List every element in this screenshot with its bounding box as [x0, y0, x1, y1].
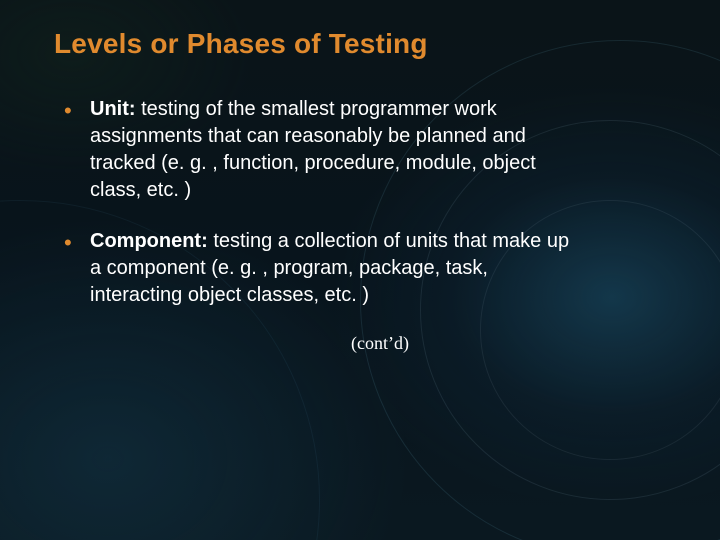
slide: Levels or Phases of Testing Unit: testin… [0, 0, 720, 540]
slide-title: Levels or Phases of Testing [54, 28, 666, 60]
bullet-term: Component: [90, 230, 208, 252]
continued-label: (cont’d) [94, 333, 666, 354]
bullet-list: Unit: testing of the smallest programmer… [54, 96, 666, 309]
bullet-term: Unit: [90, 98, 136, 120]
bullet-item: Component: testing a collection of units… [64, 228, 584, 309]
bullet-body: testing of the smallest programmer work … [90, 98, 536, 201]
bullet-item: Unit: testing of the smallest programmer… [64, 96, 584, 204]
